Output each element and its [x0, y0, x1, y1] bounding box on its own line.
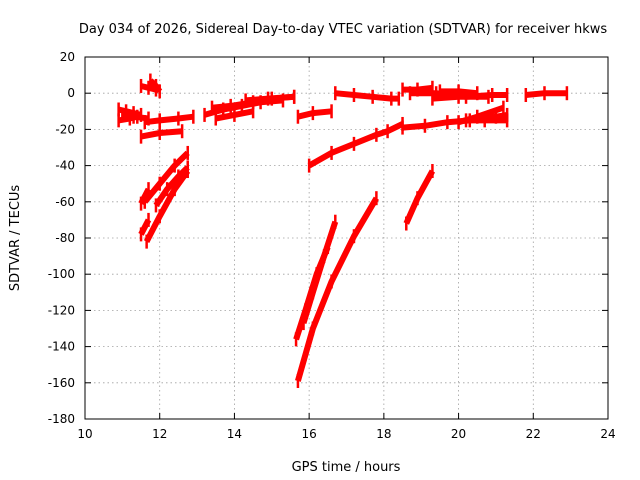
data-track [525, 90, 567, 98]
series-track-11 [138, 212, 152, 242]
data-track [300, 220, 339, 324]
y-tick-label: -120 [48, 303, 75, 317]
x-tick-label: 10 [77, 427, 92, 441]
x-axis-label: GPS time / hours [292, 460, 401, 475]
series-track-26 [464, 113, 509, 128]
tick-layer: 10 12 14 16 18 20 22 24 20 0 -20 -40 -60 -80 -100 -120 -… [48, 50, 616, 441]
chart-title: Day 034 of 2026, Sidereal Day-to-day VTE… [79, 22, 608, 37]
data-track [297, 108, 332, 120]
y-tick-label: 20 [60, 50, 75, 64]
x-tick-label: 12 [152, 427, 167, 441]
grid-layer [85, 57, 608, 419]
series-track-18 [307, 116, 404, 173]
y-axis-label: SDTVAR / TECUs [8, 185, 23, 292]
series-track-15 [214, 104, 255, 126]
series-track-12 [153, 160, 190, 213]
data-track [144, 113, 194, 126]
data-track [335, 90, 399, 102]
data-track [140, 128, 183, 140]
series-track-10 [138, 182, 152, 211]
series-track-19 [334, 86, 401, 106]
data-track [245, 93, 295, 104]
y-tick-label: 0 [67, 86, 75, 100]
series-track-30 [438, 84, 479, 101]
series-track-7 [139, 124, 184, 144]
y-tick-label: -20 [55, 122, 75, 136]
data-layer [117, 73, 569, 388]
y-tick-label: -160 [48, 376, 75, 390]
series-track-23 [403, 164, 436, 231]
data-track [153, 165, 190, 208]
x-tick-label: 14 [227, 427, 242, 441]
data-track [143, 169, 191, 243]
x-tick-label: 22 [526, 427, 541, 441]
series-track-22 [295, 191, 379, 388]
y-tick-label: -80 [55, 231, 75, 245]
series-track-6 [143, 109, 195, 130]
data-track [142, 150, 190, 204]
x-tick-label: 18 [376, 427, 391, 441]
x-tick-label: 16 [302, 427, 317, 441]
y-tick-label: -60 [55, 195, 75, 209]
series-track-31 [524, 86, 569, 103]
series-track-5 [148, 73, 163, 99]
y-tick-label: -40 [55, 159, 75, 173]
series-track-21 [300, 214, 339, 331]
x-tick-label: 20 [451, 427, 466, 441]
data-track [403, 169, 436, 225]
series-track-17 [296, 104, 333, 124]
y-tick-label: -140 [48, 340, 75, 354]
x-tick-label: 24 [600, 427, 615, 441]
series-track-16 [244, 89, 296, 108]
y-tick-label: -180 [48, 412, 75, 426]
y-tick-label: -100 [48, 267, 75, 281]
data-track [307, 121, 404, 169]
